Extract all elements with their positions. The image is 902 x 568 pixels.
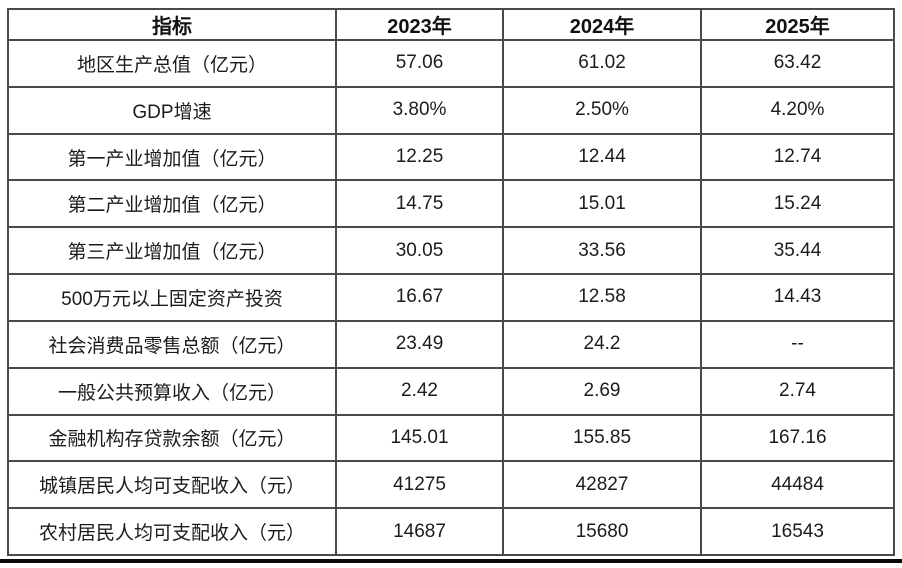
table-header-row: 指标 2023年 2024年 2025年 (7, 8, 895, 41)
value-cell: 63.42 (700, 39, 895, 88)
value-cell: 35.44 (700, 226, 895, 276)
value-cell: 33.56 (502, 226, 702, 276)
value-cell: -- (700, 319, 895, 369)
value-cell: 4.20% (700, 85, 895, 135)
value-cell: 3.80% (335, 85, 504, 135)
header-2025: 2025年 (700, 8, 895, 41)
indicator-cell: 地区生产总值（亿元） (7, 39, 337, 88)
indicator-cell: 城镇居民人均可支配收入（元） (7, 460, 337, 510)
value-cell: 2.74 (700, 366, 895, 416)
value-cell: 12.44 (502, 132, 702, 182)
value-cell: 155.85 (502, 413, 702, 463)
indicator-cell: 第三产业增加值（亿元） (7, 226, 337, 276)
table-row: 社会消费品零售总额（亿元） 23.49 24.2 -- (7, 319, 895, 369)
table-row: 第二产业增加值（亿元） 14.75 15.01 15.24 (7, 179, 895, 229)
value-cell: 14.43 (700, 273, 895, 322)
indicator-cell: 第一产业增加值（亿元） (7, 132, 337, 182)
value-cell: 167.16 (700, 413, 895, 463)
value-cell: 14687 (335, 507, 504, 556)
value-cell: 42827 (502, 460, 702, 510)
value-cell: 61.02 (502, 39, 702, 88)
indicator-cell: GDP增速 (7, 85, 337, 135)
table-row: 500万元以上固定资产投资 16.67 12.58 14.43 (7, 273, 895, 322)
value-cell: 12.25 (335, 132, 504, 182)
bottom-divider-rule (0, 559, 902, 563)
value-cell: 24.2 (502, 319, 702, 369)
table-row: 农村居民人均可支配收入（元） 14687 15680 16543 (7, 507, 895, 556)
table-row: 地区生产总值（亿元） 57.06 61.02 63.42 (7, 39, 895, 88)
value-cell: 12.74 (700, 132, 895, 182)
table-row: 一般公共预算收入（亿元） 2.42 2.69 2.74 (7, 366, 895, 416)
table-row: GDP增速 3.80% 2.50% 4.20% (7, 85, 895, 135)
header-2023: 2023年 (335, 8, 504, 41)
value-cell: 15.24 (700, 179, 895, 229)
value-cell: 2.50% (502, 85, 702, 135)
economic-indicator-table: 指标 2023年 2024年 2025年 地区生产总值（亿元） 57.06 61… (7, 8, 895, 556)
indicator-cell: 一般公共预算收入（亿元） (7, 366, 337, 416)
indicator-cell: 社会消费品零售总额（亿元） (7, 319, 337, 369)
value-cell: 44484 (700, 460, 895, 510)
value-cell: 57.06 (335, 39, 504, 88)
table-row: 第三产业增加值（亿元） 30.05 33.56 35.44 (7, 226, 895, 276)
value-cell: 2.42 (335, 366, 504, 416)
value-cell: 14.75 (335, 179, 504, 229)
value-cell: 12.58 (502, 273, 702, 322)
indicator-cell: 农村居民人均可支配收入（元） (7, 507, 337, 556)
value-cell: 16.67 (335, 273, 504, 322)
header-2024: 2024年 (502, 8, 702, 41)
table-row: 金融机构存贷款余额（亿元） 145.01 155.85 167.16 (7, 413, 895, 463)
indicator-cell: 500万元以上固定资产投资 (7, 273, 337, 322)
value-cell: 145.01 (335, 413, 504, 463)
value-cell: 30.05 (335, 226, 504, 276)
header-indicator: 指标 (7, 8, 337, 41)
value-cell: 2.69 (502, 366, 702, 416)
value-cell: 41275 (335, 460, 504, 510)
indicator-cell: 金融机构存贷款余额（亿元） (7, 413, 337, 463)
table-row: 第一产业增加值（亿元） 12.25 12.44 12.74 (7, 132, 895, 182)
value-cell: 15680 (502, 507, 702, 556)
value-cell: 16543 (700, 507, 895, 556)
table-row: 城镇居民人均可支配收入（元） 41275 42827 44484 (7, 460, 895, 510)
value-cell: 23.49 (335, 319, 504, 369)
value-cell: 15.01 (502, 179, 702, 229)
indicator-cell: 第二产业增加值（亿元） (7, 179, 337, 229)
